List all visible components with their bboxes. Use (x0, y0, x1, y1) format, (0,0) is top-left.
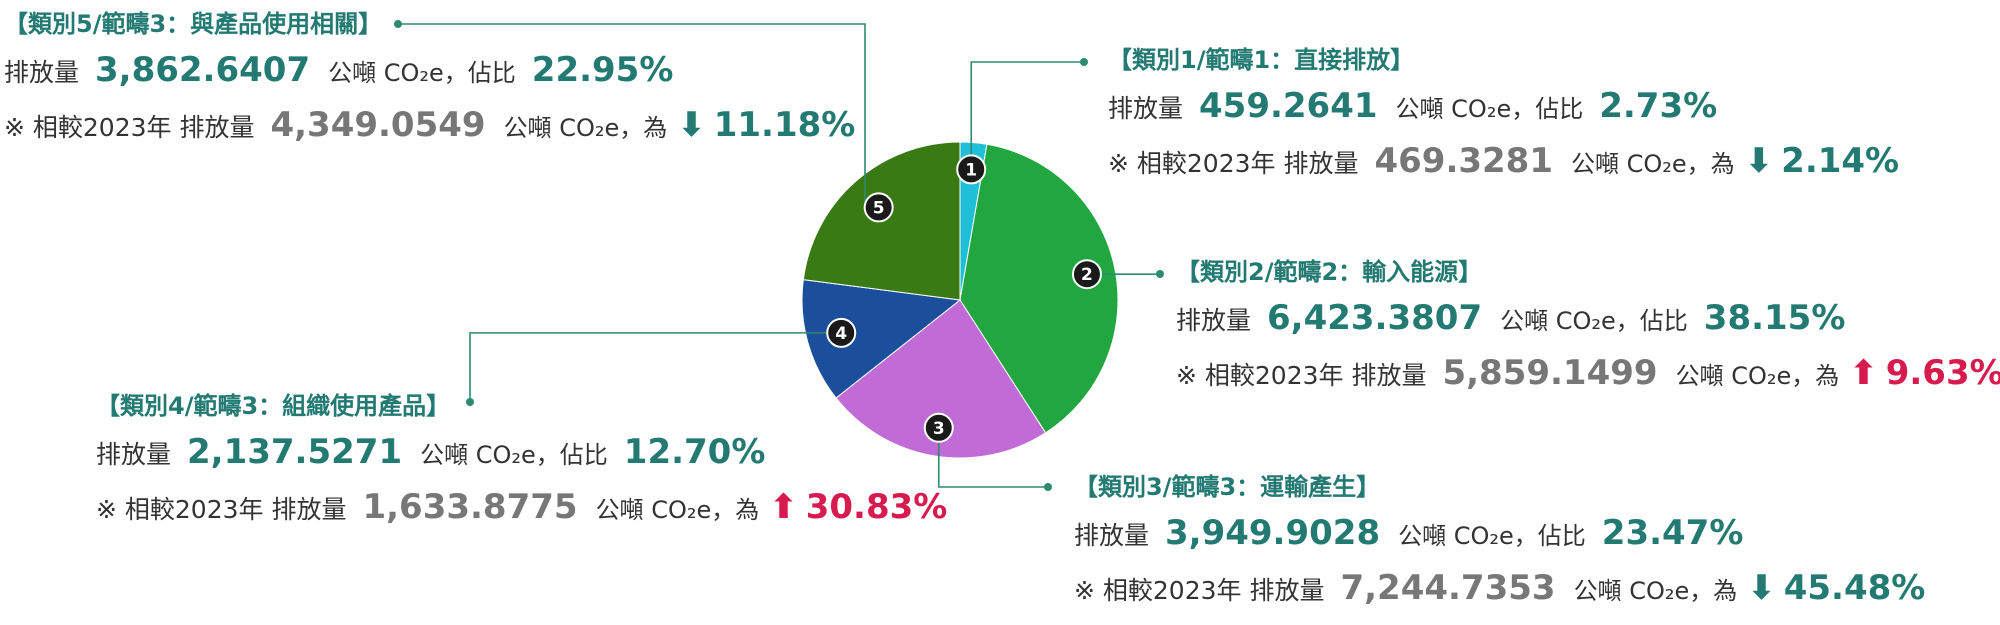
emission-label: 排放量 (4, 58, 80, 87)
emission-label: 排放量 (96, 440, 172, 469)
leader-line-4 (469, 332, 842, 402)
category-4-prev: 1,633.8775 (362, 487, 578, 527)
category-2-prev: 5,859.1499 (1442, 353, 1658, 393)
slice-badge-number-4: 4 (835, 324, 847, 344)
category-5-prev: 4,349.0549 (270, 105, 486, 145)
pie-slices (801, 141, 1119, 459)
leader-line-3 (937, 427, 1048, 488)
down-arrow-icon: ⬇ (1744, 141, 1774, 181)
category-4-compare-row: ※ 相較2023年 排放量 1,633.8775 公噸 CO₂e，為 ⬆ 30.… (96, 481, 947, 536)
category-5-compare-row: ※ 相較2023年 排放量 4,349.0549 公噸 CO₂e，為 ⬇ 11.… (4, 99, 855, 154)
category-2-change: 9.63% (1885, 353, 2000, 393)
category-3-title: 【類別3/範疇3：運輸產生】 (1074, 473, 1381, 501)
category-1-share: 2.73% (1599, 86, 1718, 126)
slice-badge-1 (956, 154, 987, 185)
slice-badge-number-2: 2 (1081, 265, 1093, 285)
compare-label: ※ 相較2023年 排放量 (1176, 361, 1427, 390)
slice-badge-3 (923, 412, 954, 443)
category-2-compare-row: ※ 相較2023年 排放量 5,859.1499 公噸 CO₂e，為 ⬆ 9.6… (1176, 347, 2000, 402)
compare-label: ※ 相較2023年 排放量 (96, 495, 347, 524)
category-5-value: 3,862.6407 (95, 50, 311, 90)
category-1-title: 【類別1/範疇1：直接排放】 (1108, 46, 1415, 74)
compare-label: ※ 相較2023年 排放量 (1074, 576, 1325, 605)
category-5-block: 【類別5/範疇3：與產品使用相關】 排放量 3,862.6407 公噸 CO₂e… (4, 10, 855, 154)
slice-badge-number-3: 3 (933, 419, 945, 439)
leader-line-1 (970, 61, 1084, 170)
slice-badge-number-1: 1 (965, 160, 977, 180)
slice-badge-5 (863, 192, 894, 223)
pie-slice-3 (835, 299, 1047, 459)
category-1-prev: 469.3281 (1374, 141, 1553, 181)
category-4-value: 2,137.5271 (187, 432, 403, 472)
category-3-block: 【類別3/範疇3：運輸產生】 排放量 3,949.9028 公噸 CO₂e，佔比… (1074, 473, 1925, 617)
slice-badges: 1 2 3 4 5 (826, 154, 1102, 443)
category-5-change: 11.18% (713, 105, 856, 145)
leader-dot-4 (466, 398, 474, 406)
category-3-share: 23.47% (1601, 513, 1744, 553)
category-5-share: 22.95% (531, 50, 674, 90)
emission-label: 排放量 (1176, 306, 1252, 335)
down-arrow-icon: ⬇ (677, 105, 706, 145)
category-3-prev: 7,244.7353 (1340, 568, 1556, 608)
category-3-change: 45.48% (1783, 568, 1926, 608)
category-4-share: 12.70% (623, 432, 766, 472)
category-5-title: 【類別5/範疇3：與產品使用相關】 (4, 10, 383, 38)
category-1-change: 2.14% (1781, 141, 1900, 181)
category-3-compare-row: ※ 相較2023年 排放量 7,244.7353 公噸 CO₂e，為 ⬇ 45.… (1074, 562, 1925, 617)
category-2-share: 38.15% (1703, 298, 1846, 338)
category-4-title: 【類別4/範疇3：組織使用產品】 (96, 392, 451, 420)
category-2-value: 6,423.3807 (1267, 298, 1483, 338)
unit-compare-label: 公噸 CO₂e，為 (1571, 150, 1735, 178)
leader-lines (394, 20, 1164, 491)
category-3-value: 3,949.9028 (1165, 513, 1381, 553)
leader-dot-1 (1080, 58, 1088, 66)
emission-label: 排放量 (1108, 94, 1184, 123)
pie-slice-4 (801, 279, 962, 399)
compare-label: ※ 相較2023年 排放量 (4, 113, 255, 142)
compare-label: ※ 相較2023年 排放量 (1108, 149, 1359, 178)
slice-badge-2 (1071, 259, 1102, 290)
leader-dot-5 (394, 20, 402, 28)
unit-compare-label: 公噸 CO₂e，為 (1573, 577, 1738, 605)
category-2-block: 【類別2/範疇2：輸入能源】 排放量 6,423.3807 公噸 CO₂e，佔比… (1176, 258, 2000, 402)
leader-dot-2 (1156, 270, 1164, 278)
category-1-emission-row: 排放量 459.2641 公噸 CO₂e，佔比 2.73% (1108, 80, 1899, 135)
slice-badge-number-5: 5 (873, 198, 885, 218)
up-arrow-icon: ⬆ (1849, 353, 1878, 393)
up-arrow-icon: ⬆ (769, 487, 798, 527)
unit-share-label: 公噸 CO₂e，佔比 (1500, 307, 1688, 335)
emission-label: 排放量 (1074, 521, 1150, 550)
category-3-emission-row: 排放量 3,949.9028 公噸 CO₂e，佔比 23.47% (1074, 507, 1925, 562)
category-2-emission-row: 排放量 6,423.3807 公噸 CO₂e，佔比 38.15% (1176, 292, 2000, 347)
category-2-title: 【類別2/範疇2：輸入能源】 (1176, 258, 1483, 286)
unit-compare-label: 公噸 CO₂e，為 (1675, 362, 1840, 390)
category-5-emission-row: 排放量 3,862.6407 公噸 CO₂e，佔比 22.95% (4, 44, 855, 99)
slice-badge-4 (826, 317, 857, 348)
category-4-change: 30.83% (805, 487, 948, 527)
unit-share-label: 公噸 CO₂e，佔比 (1398, 522, 1586, 550)
category-4-emission-row: 排放量 2,137.5271 公噸 CO₂e，佔比 12.70% (96, 426, 947, 481)
unit-share-label: 公噸 CO₂e，佔比 (1395, 95, 1584, 123)
down-arrow-icon: ⬇ (1747, 568, 1776, 608)
category-4-block: 【類別4/範疇3：組織使用產品】 排放量 2,137.5271 公噸 CO₂e，… (96, 392, 947, 536)
unit-compare-label: 公噸 CO₂e，為 (503, 114, 668, 142)
category-1-value: 459.2641 (1199, 86, 1378, 126)
leader-dot-3 (1044, 483, 1052, 491)
category-1-block: 【類別1/範疇1：直接排放】 排放量 459.2641 公噸 CO₂e，佔比 2… (1108, 46, 1899, 190)
category-1-compare-row: ※ 相較2023年 排放量 469.3281 公噸 CO₂e，為 ⬇ 2.14% (1108, 135, 1899, 190)
unit-share-label: 公噸 CO₂e，佔比 (328, 59, 516, 87)
unit-share-label: 公噸 CO₂e，佔比 (420, 441, 608, 469)
unit-compare-label: 公噸 CO₂e，為 (595, 496, 760, 524)
